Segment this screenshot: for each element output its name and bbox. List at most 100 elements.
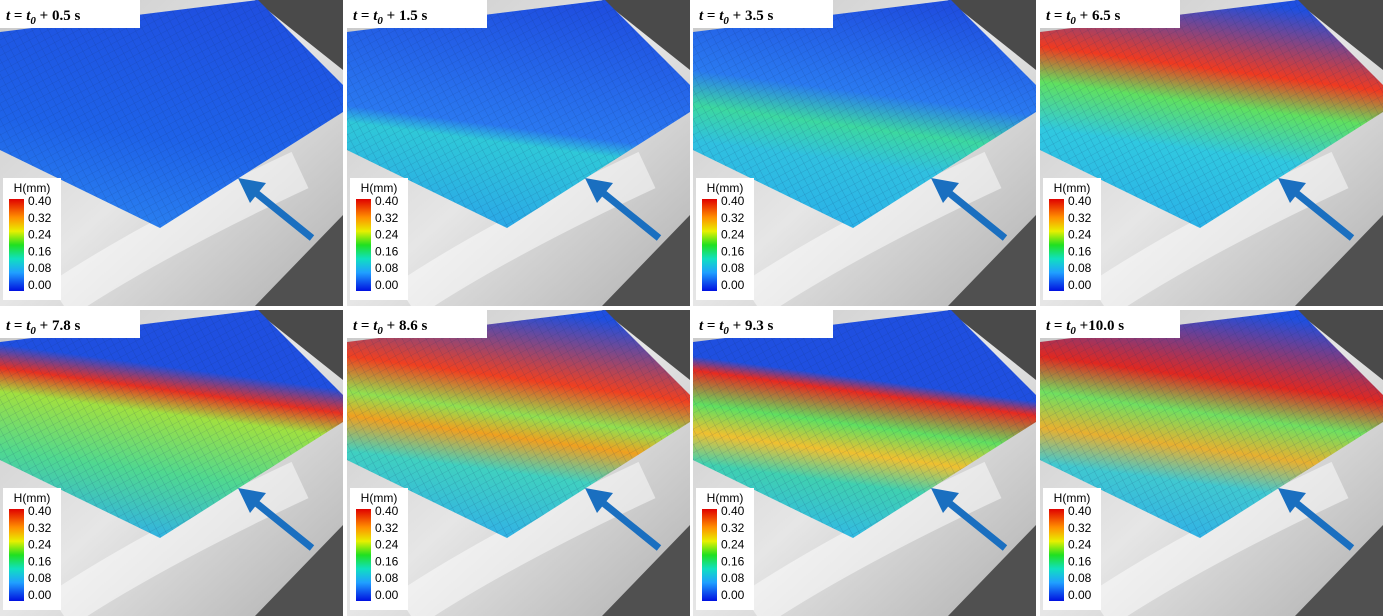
colorbar-tick-label: 0.32 [28, 211, 52, 225]
label-part: = [10, 8, 26, 24]
label-part: 0 [723, 15, 729, 27]
surface-grid [0, 0, 343, 228]
label-part: + 6.5 s [1075, 8, 1120, 24]
colorbar-tick-label: 0.32 [1068, 211, 1092, 225]
arrow-head [931, 178, 959, 203]
arrow [1292, 499, 1354, 551]
colorbar-title: H(mm) [1053, 181, 1090, 195]
colorbar-tick-label: 0.24 [28, 228, 52, 242]
colorbar-tick-label: 0.08 [375, 261, 399, 275]
colorbar-title: H(mm) [360, 491, 397, 505]
colorbar-tick-label: 0.32 [375, 211, 399, 225]
colorbar-tick-label: 0.00 [375, 278, 399, 292]
shadow [255, 310, 343, 380]
arrow-head [238, 488, 266, 513]
colorbar-tick-label: 0.00 [1068, 588, 1092, 602]
label-part: t [1046, 318, 1051, 334]
label-part: +10.0 s [1075, 318, 1123, 334]
texture [1088, 461, 1348, 616]
arrow-head [584, 488, 613, 513]
colorbar-tick-label: 0.00 [28, 588, 52, 602]
arrow [252, 499, 315, 551]
label-part: t [1046, 8, 1051, 24]
colorbar-tick-label: 0.08 [1068, 261, 1092, 275]
arrow [599, 499, 661, 551]
colorbar-tick-label: 0.08 [28, 261, 52, 275]
colorbar-tick-label: 0.16 [28, 244, 52, 258]
label-part: t [719, 318, 724, 334]
colorbar-tick-label: 0.00 [1068, 278, 1092, 292]
panel: t = t0 + 1.5 sH(mm)0.400.320.240.160.080… [346, 0, 690, 306]
arrow [252, 189, 315, 241]
label-part: t [699, 318, 704, 334]
label-box [0, 0, 140, 28]
colorbar-tick-label: 0.16 [721, 244, 745, 258]
label-box [0, 310, 140, 338]
label-part: 0 [30, 325, 36, 337]
label-part: 0 [1070, 15, 1076, 27]
label-part: t [1066, 8, 1071, 24]
label-part: + 1.5 s [382, 8, 427, 24]
label-part: t [26, 318, 31, 334]
colorbar-tick-label: 0.08 [721, 261, 745, 275]
label-part: t [26, 8, 31, 24]
texture [395, 151, 655, 306]
label-box [346, 0, 487, 28]
panel: t = t0 + 3.5 sH(mm)0.400.320.240.160.080… [693, 0, 1036, 306]
label-part: + 3.5 s [729, 8, 774, 24]
label-part: 0 [30, 15, 36, 27]
colorbar-tick-label: 0.16 [1068, 244, 1092, 258]
surface-grid [346, 0, 690, 228]
colorbar-tick-label: 0.08 [28, 571, 52, 585]
colorbar-tick-label: 0.24 [1068, 228, 1092, 242]
colorbar-tick-label: 0.08 [375, 571, 399, 585]
arrow [599, 189, 661, 241]
panel: t = t0 + 8.6 sH(mm)0.400.320.240.160.080… [346, 310, 690, 616]
colorbar-tick-label: 0.16 [375, 554, 399, 568]
texture [395, 461, 655, 616]
colorbar-tick-label: 0.00 [721, 278, 745, 292]
time-label: t = t0 +10.0 s [1046, 318, 1124, 337]
colorbar-tick-label: 0.00 [28, 278, 52, 292]
colorbar-tick-label: 0.16 [28, 554, 52, 568]
label-part: + 7.8 s [36, 318, 81, 334]
texture [741, 461, 1002, 616]
label-part: t [1066, 318, 1071, 334]
colorbar-title: H(mm) [1053, 491, 1090, 505]
arrow-head [1277, 488, 1306, 513]
label-part: t [6, 318, 11, 334]
texture [48, 461, 309, 616]
label-part: 0 [377, 325, 383, 337]
colorbar-tick-label: 0.00 [375, 588, 399, 602]
label-part: t [373, 318, 378, 334]
surface-grid [0, 310, 343, 538]
colorbar [355, 199, 371, 291]
time-label: t = t0 + 3.5 s [699, 8, 773, 27]
arrow-head [238, 178, 266, 203]
arrow-head [1277, 178, 1306, 203]
colorbar-tick-label: 0.40 [375, 504, 399, 518]
label-part: 0 [377, 15, 383, 27]
colorbar-tick-label: 0.24 [28, 538, 52, 552]
colorbar-tick-label: 0.40 [28, 194, 52, 208]
panel: t = t0 + 0.5 sH(mm)0.400.320.240.160.080… [0, 0, 343, 306]
arrow [1292, 189, 1354, 241]
label-part: = [703, 318, 719, 334]
label-part: t [353, 318, 358, 334]
shadow [1294, 525, 1383, 616]
label-part: + 8.6 s [382, 318, 427, 334]
colorbar-tick-label: 0.00 [721, 588, 745, 602]
colorbar-tick-label: 0.24 [375, 538, 399, 552]
colorbar-tick-label: 0.32 [721, 521, 745, 535]
colorbar-tick-label: 0.24 [1068, 538, 1092, 552]
surface-grid [1039, 310, 1383, 538]
colorbar-tick-label: 0.16 [375, 244, 399, 258]
colorbar [355, 509, 371, 601]
label-part: t [373, 8, 378, 24]
shadow [255, 215, 343, 306]
shadow [601, 215, 690, 306]
colorbar-tick-label: 0.32 [28, 521, 52, 535]
colorbar-tick-label: 0.08 [721, 571, 745, 585]
colorbar-tick-label: 0.08 [1068, 571, 1092, 585]
